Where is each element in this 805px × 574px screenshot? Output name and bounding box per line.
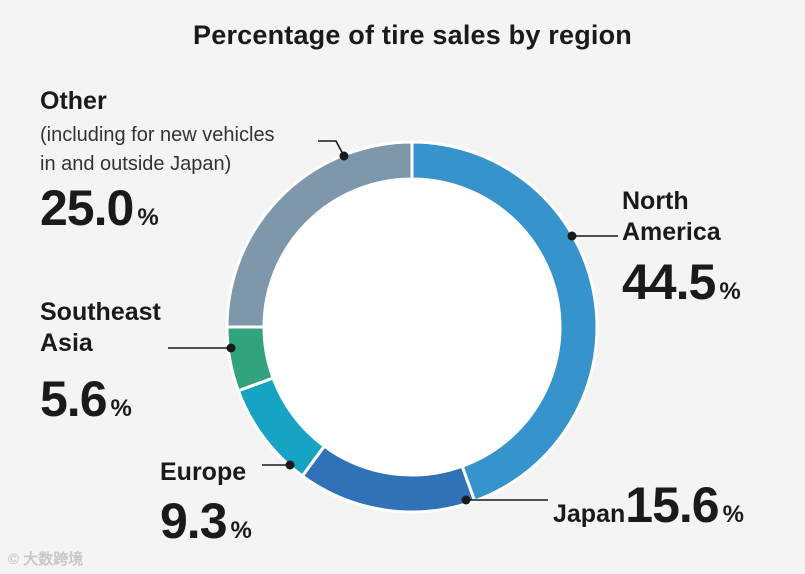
label-north-america: North America 44.5% xyxy=(622,186,741,313)
leader-dot-southeast-asia xyxy=(226,343,236,353)
north-america-percent-sign: % xyxy=(719,277,741,305)
europe-name: Europe xyxy=(160,458,247,486)
southeast-asia-percent-sign: % xyxy=(110,394,132,422)
watermark: © 大数跨境 xyxy=(8,551,84,568)
southeast-asia-value: 5.6 xyxy=(40,370,108,427)
label-other: Other (including for new vehicles in and… xyxy=(40,86,275,240)
north-america-name-line-1: North xyxy=(622,187,689,215)
slice-north-america xyxy=(410,140,599,503)
europe-value: 9.3 xyxy=(160,493,228,550)
leader-dot-japan xyxy=(461,495,471,505)
japan-percent-sign: % xyxy=(722,501,744,528)
southeast-asia-name-line-1: Southeast xyxy=(40,298,161,326)
label-southeast-asia: Southeast Asia 5.6% xyxy=(40,297,161,430)
north-america-value: 44.5 xyxy=(622,253,716,310)
leader-line-other xyxy=(318,140,345,157)
north-america-name-line-2: America xyxy=(622,218,721,247)
other-note-line-2: in and outside Japan) xyxy=(40,153,232,176)
slice-other xyxy=(225,140,414,329)
other-note-line-1: (including for new vehicles xyxy=(40,124,275,147)
japan-name: Japan xyxy=(553,500,626,528)
other-name: Other xyxy=(40,87,107,115)
leader-dot-north-america xyxy=(567,231,577,241)
leader-dot-europe xyxy=(285,460,295,470)
label-japan: Japan15.6% xyxy=(553,474,744,537)
label-europe: Europe 9.3% xyxy=(160,457,252,553)
japan-value: 15.6 xyxy=(625,477,719,533)
donut-hole xyxy=(265,180,559,474)
chart-title: Percentage of tire sales by region xyxy=(193,20,632,50)
europe-percent-sign: % xyxy=(230,517,252,545)
leader-dot-other xyxy=(339,151,349,161)
southeast-asia-name-line-2: Asia xyxy=(40,329,93,358)
other-value: 25.0 xyxy=(40,180,134,237)
other-percent-sign: % xyxy=(137,204,159,232)
